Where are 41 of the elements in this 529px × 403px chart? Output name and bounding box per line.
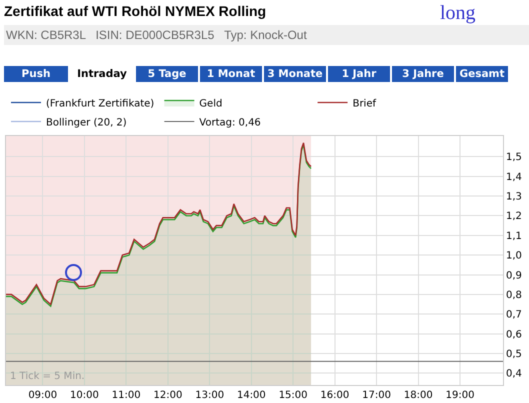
- chart-title: Zertifikat auf WTI Rohöl NYMEX Rolling: [4, 3, 266, 19]
- x-tick-label: 11:00: [112, 390, 141, 401]
- legend-label: Brief: [352, 98, 376, 110]
- text: long: [440, 2, 476, 25]
- text: 3 Monate: [264, 66, 326, 83]
- y-tick-label: 1,0: [506, 250, 522, 262]
- y-tick-label: 1,3: [506, 192, 522, 203]
- legend-label: (Frankfurt Zertifikate): [46, 98, 154, 110]
- y-tick-label: 0,6: [506, 329, 522, 340]
- x-tick-label: 13:00: [195, 390, 224, 401]
- text: 1 Jahr: [328, 66, 390, 83]
- y-tick-label: 1,2: [506, 211, 522, 222]
- y-tick-label: 1,4: [506, 172, 522, 183]
- chart-subtitle: WKN: CB5R3L ISIN: DE000CB5R3L5 Typ: Knock-Out: [4, 25, 529, 45]
- y-tick-label: 0,8: [506, 290, 522, 301]
- text: 1 Monat: [200, 66, 262, 83]
- text: Intraday: [70, 66, 134, 83]
- x-tick-label: 19:00: [446, 390, 474, 401]
- x-tick-label: 16:00: [320, 390, 350, 401]
- x-tick-label: 17:00: [362, 390, 391, 401]
- text: 3 Jahre: [392, 66, 454, 83]
- x-tick-label: 14:00: [236, 390, 266, 401]
- x-tick-label: 15:00: [278, 390, 308, 401]
- text: Push: [4, 66, 68, 83]
- y-tick-label: 1,1: [506, 230, 522, 242]
- text: Gesamt: [456, 66, 508, 83]
- text: 5 Tage: [136, 66, 198, 83]
- y-tick-label: 0,4: [506, 368, 522, 380]
- line-series: [6, 142, 312, 305]
- y-tick-label: 0,9: [506, 270, 522, 282]
- x-tick-label: 12:00: [153, 390, 182, 401]
- x-tick-label: 18:00: [404, 390, 433, 401]
- annotation: 1 Tick = 5 Min.: [10, 371, 85, 382]
- legend-label: Geld: [199, 98, 222, 110]
- y-tick-label: 0,5: [506, 349, 522, 360]
- legend-label: Vortag: 0,46: [199, 117, 261, 128]
- x-tick-label: 09:00: [28, 390, 58, 401]
- y-tick-label: 1,5: [506, 152, 522, 164]
- legend-label: Bollinger (20, 2): [46, 117, 127, 128]
- y-tick-label: 0,7: [506, 310, 522, 321]
- x-tick-label: 10:00: [70, 390, 99, 401]
